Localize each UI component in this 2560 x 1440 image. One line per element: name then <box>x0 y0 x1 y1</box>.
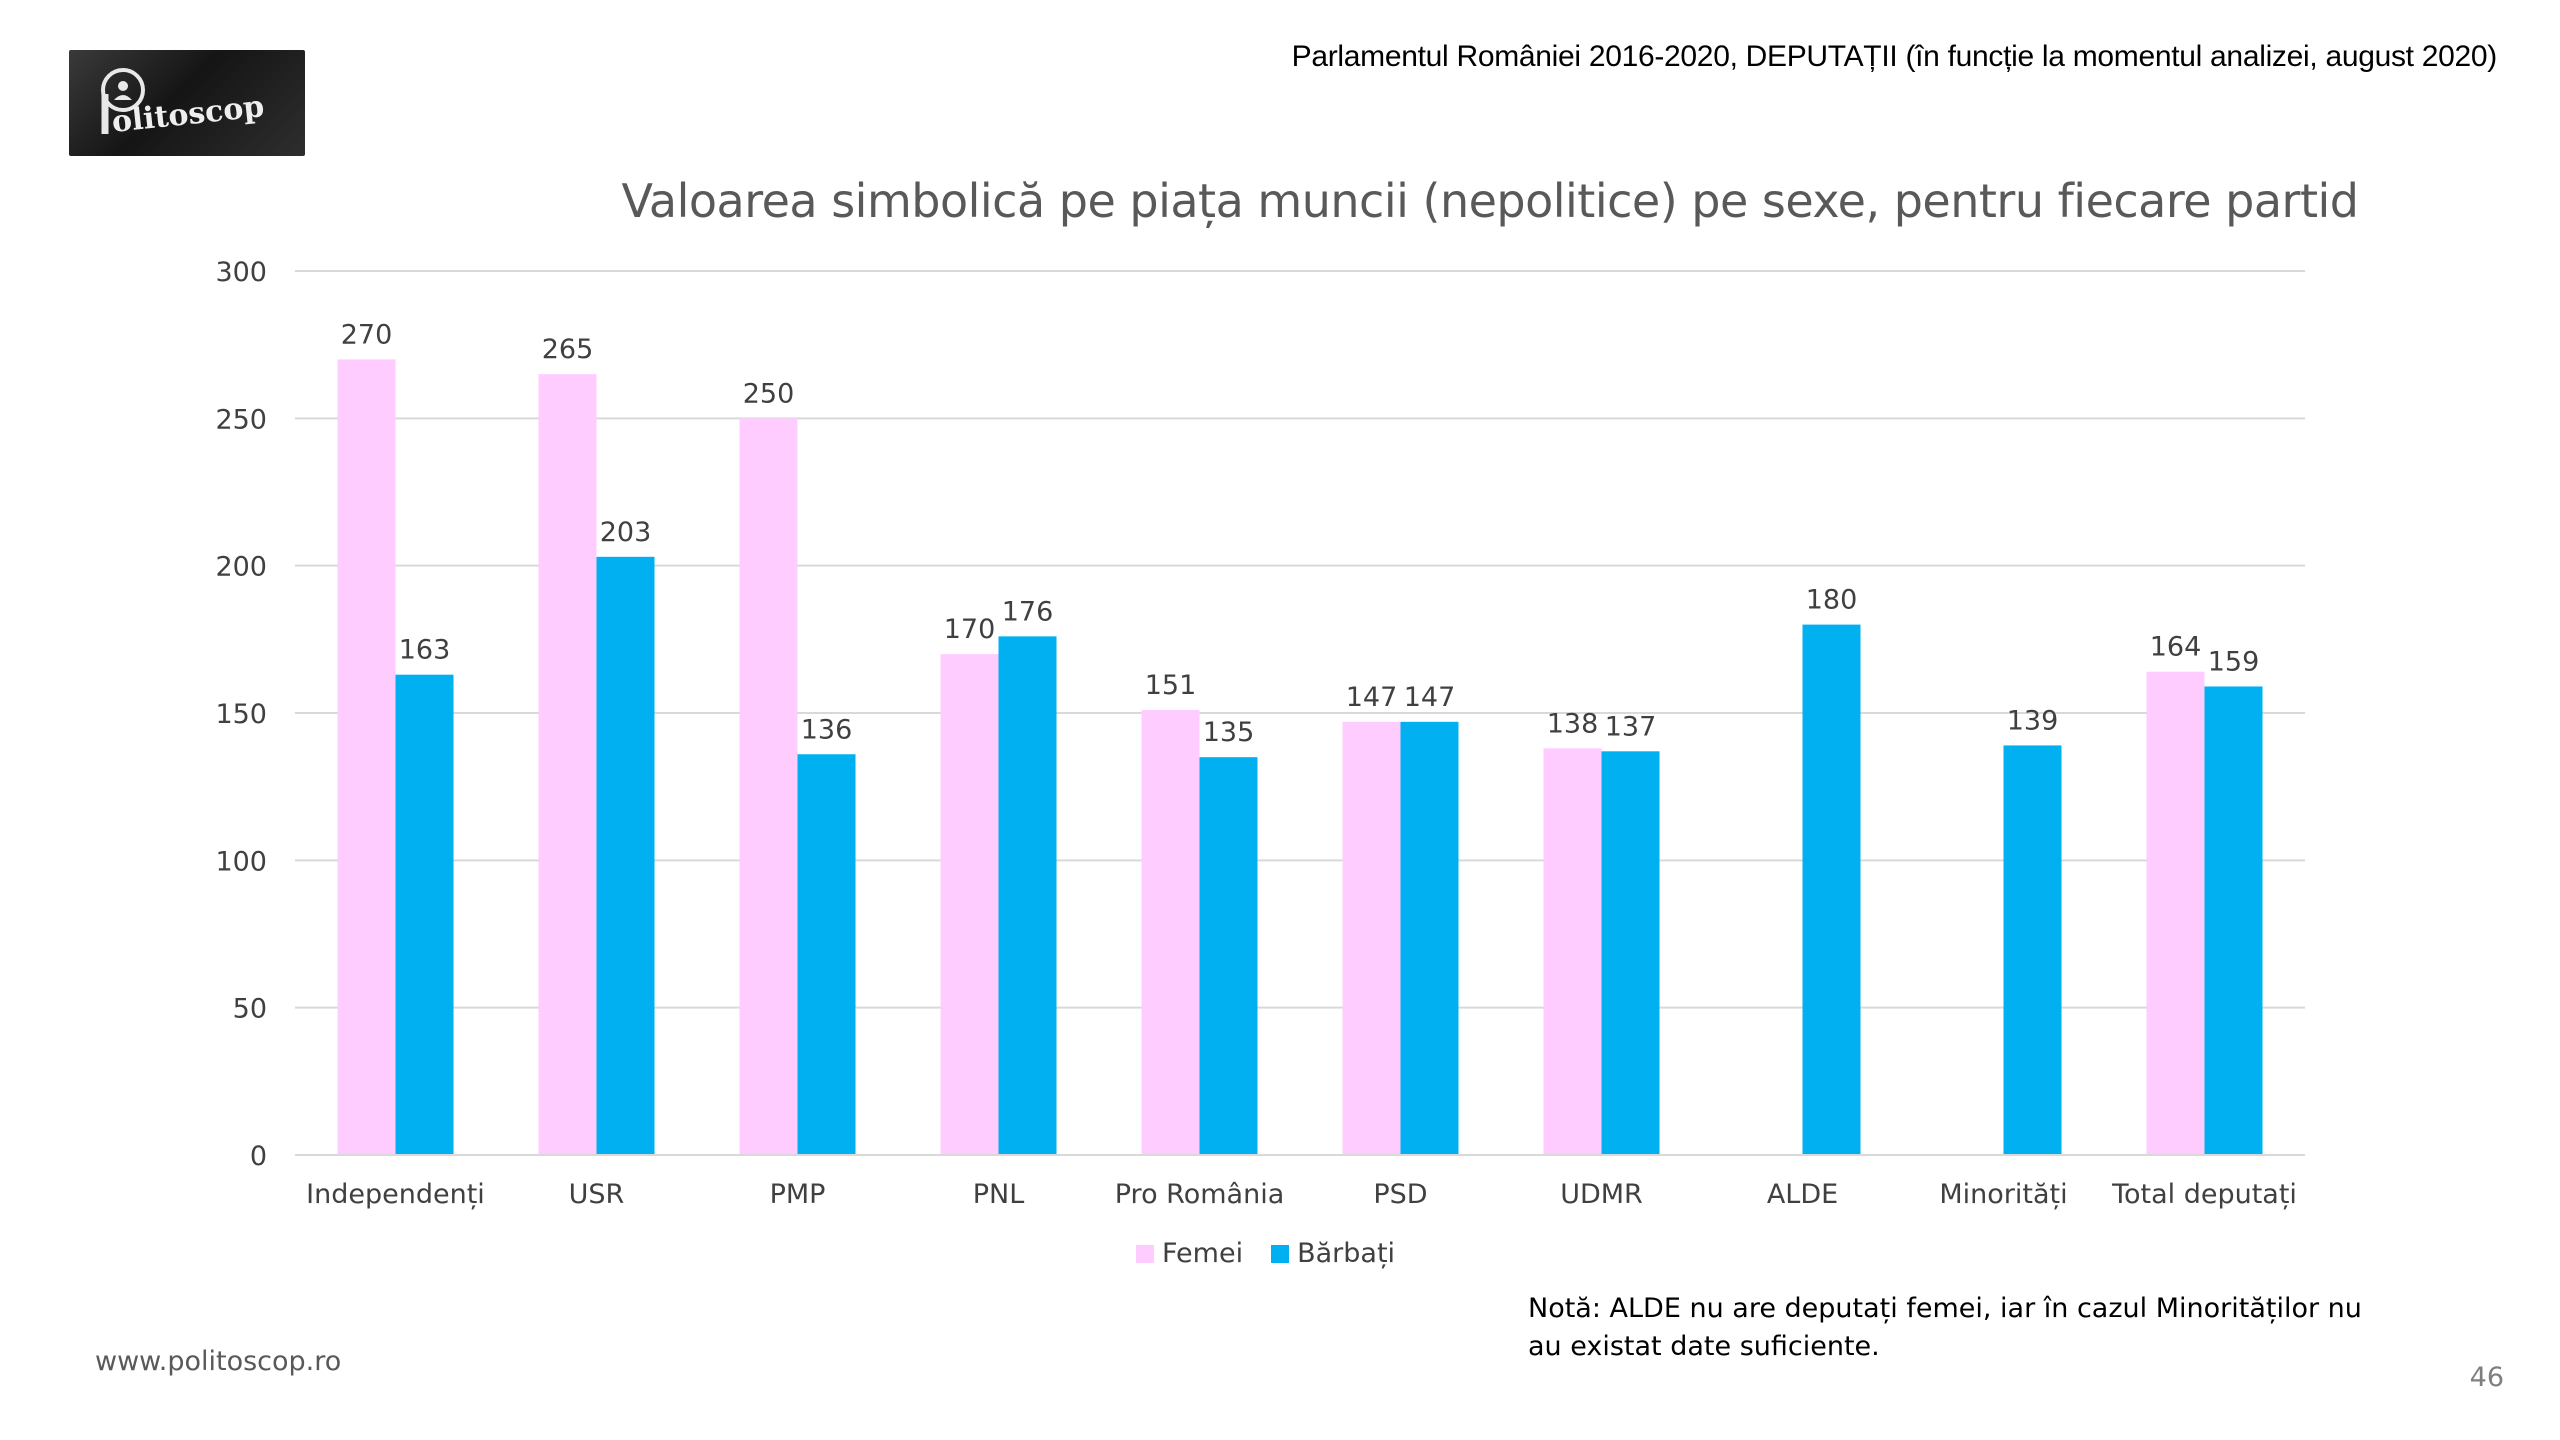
data-label: 164 <box>2150 632 2202 663</box>
data-label: 135 <box>1203 717 1255 748</box>
y-tick-label: 50 <box>233 994 267 1025</box>
data-label: 265 <box>542 334 594 365</box>
data-label: 138 <box>1547 708 1599 739</box>
data-label: 136 <box>801 714 853 745</box>
data-label: 151 <box>1145 670 1197 701</box>
bar-femei <box>739 418 798 1155</box>
x-category-label: UDMR <box>1560 1179 1643 1210</box>
x-category-label: Minorități <box>1939 1179 2067 1210</box>
data-label: 270 <box>341 319 393 350</box>
y-tick-label: 300 <box>215 257 267 288</box>
x-category-label: ALDE <box>1767 1179 1838 1210</box>
data-label: 163 <box>399 635 451 666</box>
bar-barbati <box>797 754 856 1155</box>
data-label: 137 <box>1605 711 1657 742</box>
bar-barbati <box>2003 745 2062 1155</box>
bar-femei <box>337 359 396 1155</box>
x-category-label: PSD <box>1373 1179 1427 1210</box>
y-tick-label: 100 <box>215 846 267 877</box>
x-category-label: PMP <box>770 1179 826 1210</box>
legend-item-barbati: Bărbați <box>1271 1238 1395 1269</box>
page-number: 46 <box>2469 1362 2504 1393</box>
bar-femei <box>1543 748 1602 1155</box>
legend-swatch-femei <box>1136 1244 1154 1263</box>
x-category-label: Total deputați <box>2111 1179 2297 1210</box>
x-category-label: PNL <box>973 1179 1025 1210</box>
chart-note: Notă: ALDE nu are deputați femei, iar în… <box>1528 1293 2362 1362</box>
report-header: Parlamentul României 2016-2020, DEPUTAȚI… <box>1291 40 2498 73</box>
data-label: 147 <box>1404 682 1456 713</box>
y-tick-label: 200 <box>215 552 267 583</box>
x-category-label: USR <box>569 1179 625 1210</box>
y-tick-label: 0 <box>250 1141 267 1172</box>
data-label: 203 <box>600 517 652 548</box>
footer-url[interactable]: www.politoscop.ro <box>95 1346 342 1377</box>
data-label: 139 <box>2007 705 2059 736</box>
data-label: 180 <box>1806 585 1858 616</box>
bar-barbati <box>1802 624 1861 1155</box>
legend-swatch-barbati <box>1271 1244 1290 1263</box>
bar-barbati <box>596 556 655 1155</box>
bar-femei <box>940 654 999 1155</box>
x-category-label: Independenți <box>306 1179 485 1210</box>
bar-femei <box>538 374 597 1156</box>
bar-femei <box>2146 671 2205 1155</box>
bar-barbati <box>395 674 454 1155</box>
bar-barbati <box>1601 751 1660 1155</box>
bar-barbati <box>1400 721 1459 1155</box>
legend-label-femei: Femei <box>1162 1238 1244 1269</box>
y-tick-label: 150 <box>215 699 267 730</box>
y-tick-label: 250 <box>215 404 267 435</box>
data-label: 176 <box>1002 596 1054 627</box>
bar-femei <box>1342 721 1401 1155</box>
bar-barbati <box>2204 686 2263 1155</box>
data-label: 250 <box>743 378 795 409</box>
data-label: 170 <box>944 614 996 645</box>
politoscop-logo: olitoscop <box>69 50 305 156</box>
bar-femei <box>1141 710 1200 1155</box>
legend-label-barbati: Bărbați <box>1297 1238 1396 1269</box>
x-category-label: Pro România <box>1115 1179 1285 1210</box>
data-label: 147 <box>1346 682 1398 713</box>
legend-item-femei: Femei <box>1136 1238 1243 1269</box>
chart-title: Valoarea simbolică pe piața muncii (nepo… <box>621 174 2360 228</box>
data-label: 159 <box>2208 646 2260 677</box>
chart-legend: Femei Bărbați <box>1136 1238 1395 1269</box>
bar-barbati <box>1199 757 1258 1155</box>
bar-barbati <box>998 636 1057 1155</box>
